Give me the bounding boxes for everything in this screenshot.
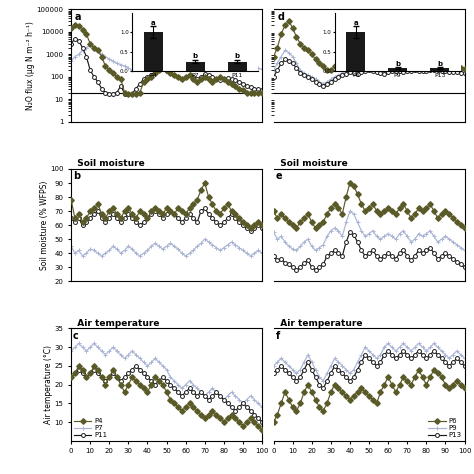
Text: e: e (275, 171, 282, 181)
Text: Soil moisture: Soil moisture (71, 159, 145, 168)
Text: Air temperature: Air temperature (71, 319, 160, 328)
Y-axis label: Air temperature (°C): Air temperature (°C) (44, 345, 53, 424)
Legend: P4, P7, P11: P4, P7, P11 (73, 417, 108, 439)
Text: a: a (75, 12, 82, 22)
Legend: P6, P9, P13: P6, P9, P13 (428, 417, 463, 439)
Text: Air temperature: Air temperature (273, 319, 362, 328)
Text: Soil moisture: Soil moisture (273, 159, 347, 168)
Y-axis label: Soil moisture (% WFPS): Soil moisture (% WFPS) (39, 181, 48, 270)
Text: f: f (275, 331, 280, 341)
Text: c: c (73, 331, 79, 341)
Y-axis label: N₂O flux (μg N m⁻² h⁻¹): N₂O flux (μg N m⁻² h⁻¹) (26, 21, 35, 110)
Text: b: b (73, 171, 80, 181)
Text: d: d (277, 12, 284, 22)
